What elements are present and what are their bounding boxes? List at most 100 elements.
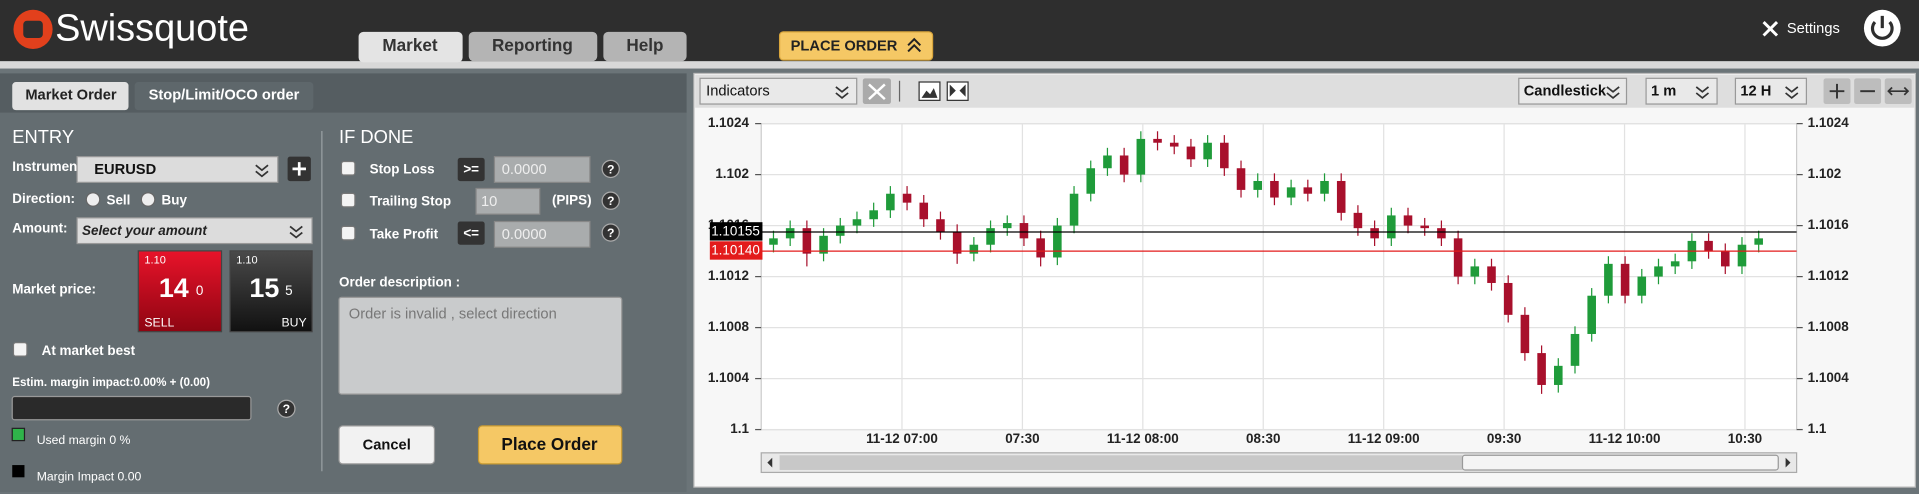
description-textarea[interactable]: [338, 296, 623, 395]
settings-label[interactable]: Settings: [1787, 21, 1840, 37]
tab[interactable]: [468, 31, 598, 62]
candle-body: [1403, 215, 1413, 226]
chart-type-select[interactable]: [1518, 77, 1628, 105]
help-icon[interactable]: [601, 223, 620, 242]
section-title: IF DONE: [339, 126, 413, 147]
candle-body: [986, 228, 995, 245]
amount-select[interactable]: [76, 217, 313, 245]
take-profit-row: Take Profit <= 0.0000 ?: [340, 220, 620, 248]
price-side: BUY: [281, 315, 306, 329]
top-bar: [0, 0, 1919, 62]
candle-body: [1620, 263, 1630, 296]
help-icon[interactable]: [601, 191, 620, 210]
candle-body: [969, 244, 979, 254]
settings-icon[interactable]: [1762, 20, 1779, 37]
trailing-stop-row: Trailing Stop 10 (PIPS) ?: [340, 187, 620, 215]
candle-body: [1670, 261, 1680, 267]
image-icon: [949, 84, 966, 97]
margin-impact: Estim. margin impact:0.00% + (0.00): [12, 376, 210, 389]
instrument-select[interactable]: [76, 156, 279, 183]
candle-body: [1353, 212, 1363, 229]
tab-label: Market: [382, 35, 438, 55]
margin-bar: [11, 395, 252, 421]
y-tick-label-right: 1.1004: [1808, 370, 1850, 385]
order-tab[interactable]: [134, 82, 314, 111]
field-label: Market price:: [12, 282, 96, 297]
help-icon[interactable]: [601, 159, 620, 179]
row-label: Trailing Stop: [370, 194, 451, 209]
help-icon[interactable]: [277, 399, 296, 418]
dropdown-icon: [835, 86, 849, 100]
input-value: 10: [481, 194, 497, 210]
dropdown-icon: [1606, 86, 1620, 100]
price-label-box: [709, 222, 763, 241]
y-tick-label: 1.102: [715, 166, 749, 181]
range-label: 12 H: [1740, 84, 1771, 100]
field-label: Instrument: [12, 159, 82, 174]
input-value: 0.0000: [502, 227, 547, 243]
candle-body: [1503, 282, 1513, 315]
cancel-button[interactable]: [338, 425, 436, 465]
input[interactable]: [493, 156, 591, 183]
help-icon-mark: ?: [607, 162, 614, 176]
price-main: 14: [159, 273, 189, 303]
interval-select[interactable]: [1645, 77, 1718, 105]
x-tick-label: 09:30: [1487, 431, 1521, 446]
tab-active[interactable]: [358, 31, 463, 63]
checkbox[interactable]: [340, 225, 356, 241]
input[interactable]: [493, 220, 591, 248]
buy-price-button[interactable]: [229, 250, 313, 333]
operator: <=: [463, 225, 479, 240]
image-button[interactable]: [946, 81, 969, 101]
candle-body: [1754, 238, 1763, 245]
scrollbar-thumb[interactable]: [1461, 454, 1779, 471]
candle-body: [1053, 225, 1062, 258]
candle-body: [1554, 365, 1563, 385]
scrollbar-track: [779, 455, 1463, 470]
radio[interactable]: [140, 192, 156, 207]
logo-icon-inner: [23, 20, 43, 38]
candle-body: [1103, 155, 1112, 169]
sell-price-button[interactable]: [137, 250, 223, 333]
range-select[interactable]: [1734, 77, 1808, 105]
input[interactable]: [475, 187, 541, 215]
y-tick-label-right: 1.102: [1808, 166, 1842, 181]
help-icon-mark: ?: [607, 194, 614, 208]
indicators-select[interactable]: [699, 77, 858, 105]
operator-button[interactable]: [457, 157, 485, 182]
tab[interactable]: [603, 31, 687, 62]
candle-body: [769, 238, 778, 245]
candle-body: [835, 225, 845, 236]
candle-body: [1169, 142, 1179, 147]
x-tick-label: 11-12 10:00: [1589, 431, 1661, 446]
x-tick-label: 11-12 08:00: [1107, 431, 1179, 446]
dropdown-icon: [1695, 86, 1710, 100]
row-label: Take Profit: [370, 227, 439, 242]
order-tab-active[interactable]: [12, 82, 129, 111]
operator-button[interactable]: [457, 221, 485, 245]
x-tick-label: 11-12 09:00: [1348, 431, 1420, 446]
place-order-button[interactable]: [778, 31, 934, 61]
candle-body: [1570, 333, 1580, 366]
price-label-box: [709, 241, 763, 260]
candle-body: [869, 210, 878, 220]
checkbox[interactable]: [12, 342, 28, 357]
candle-body: [1086, 168, 1096, 194]
candle-body: [1019, 223, 1029, 239]
radio[interactable]: [85, 192, 101, 207]
legend-swatch: [12, 465, 25, 478]
candle-body: [936, 219, 945, 232]
zoom-icon: [1829, 83, 1845, 99]
checkbox-label: At market best: [42, 343, 136, 358]
place-order-submit[interactable]: [477, 425, 623, 465]
price-side: SELL: [144, 315, 174, 329]
candle-body: [1136, 138, 1146, 175]
checkbox[interactable]: [340, 160, 356, 176]
x-tick-label: 11-12 07:00: [866, 431, 938, 446]
help-icon-mark: ?: [283, 402, 290, 416]
candle-body: [919, 202, 929, 220]
legend-swatch: [11, 427, 26, 442]
checkbox[interactable]: [340, 192, 356, 208]
tool-icon: [868, 83, 886, 101]
